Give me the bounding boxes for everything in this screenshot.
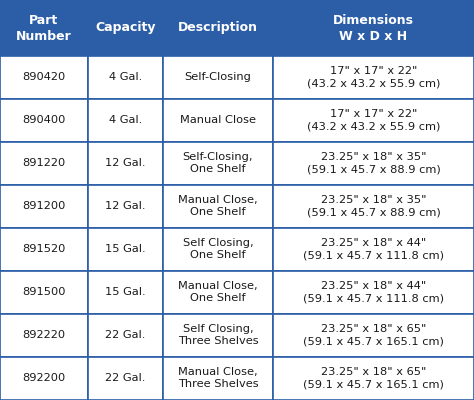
Text: 23.25" x 18" x 35"
(59.1 x 45.7 x 88.9 cm): 23.25" x 18" x 35" (59.1 x 45.7 x 88.9 c… [307, 195, 440, 217]
Bar [88, 228, 163, 270]
Text: Self Closing,
One Shelf: Self Closing, One Shelf [182, 238, 253, 260]
Bar [273, 228, 474, 270]
Text: Capacity: Capacity [95, 22, 156, 34]
Text: Description: Description [178, 22, 258, 34]
Text: 891200: 891200 [22, 201, 66, 211]
Bar [163, 0, 273, 56]
Bar [273, 0, 474, 56]
Text: 890420: 890420 [22, 72, 65, 82]
Text: 892200: 892200 [22, 373, 65, 383]
Bar [163, 314, 273, 356]
Text: 891520: 891520 [22, 244, 66, 254]
Text: Self Closing,
Three Shelves: Self Closing, Three Shelves [178, 324, 258, 346]
Bar [0, 184, 88, 228]
Text: 12 Gal.: 12 Gal. [105, 201, 146, 211]
Text: 12 Gal.: 12 Gal. [105, 158, 146, 168]
Text: 891500: 891500 [22, 287, 66, 297]
Text: 890400: 890400 [22, 115, 66, 125]
Bar [0, 228, 88, 270]
Bar [273, 270, 474, 314]
Bar [0, 314, 88, 356]
Text: 892220: 892220 [22, 330, 65, 340]
Bar [163, 56, 273, 98]
Bar [273, 98, 474, 142]
Text: 23.25" x 18" x 44"
(59.1 x 45.7 x 111.8 cm): 23.25" x 18" x 44" (59.1 x 45.7 x 111.8 … [303, 238, 444, 260]
Text: 22 Gal.: 22 Gal. [105, 330, 146, 340]
Text: 23.25" x 18" x 44"
(59.1 x 45.7 x 111.8 cm): 23.25" x 18" x 44" (59.1 x 45.7 x 111.8 … [303, 281, 444, 303]
Text: 15 Gal.: 15 Gal. [105, 244, 146, 254]
Text: Manual Close,
One Shelf: Manual Close, One Shelf [178, 195, 258, 217]
Bar [163, 228, 273, 270]
Text: Self-Closing,
One Shelf: Self-Closing, One Shelf [183, 152, 253, 174]
Bar [163, 270, 273, 314]
Bar [163, 184, 273, 228]
Text: Self-Closing: Self-Closing [184, 72, 251, 82]
Bar [88, 56, 163, 98]
Bar [88, 184, 163, 228]
Bar [0, 270, 88, 314]
Bar [0, 142, 88, 184]
Text: 15 Gal.: 15 Gal. [105, 287, 146, 297]
Text: 891220: 891220 [22, 158, 65, 168]
Bar [273, 142, 474, 184]
Bar [273, 184, 474, 228]
Bar [163, 98, 273, 142]
Bar [88, 98, 163, 142]
Bar [0, 0, 88, 56]
Text: Manual Close,
Three Shelves: Manual Close, Three Shelves [178, 367, 258, 389]
Text: 17" x 17" x 22"
(43.2 x 43.2 x 55.9 cm): 17" x 17" x 22" (43.2 x 43.2 x 55.9 cm) [307, 109, 440, 131]
Bar [273, 314, 474, 356]
Bar [0, 356, 88, 400]
Text: 22 Gal.: 22 Gal. [105, 373, 146, 383]
Bar [0, 56, 88, 98]
Text: 23.25" x 18" x 35"
(59.1 x 45.7 x 88.9 cm): 23.25" x 18" x 35" (59.1 x 45.7 x 88.9 c… [307, 152, 440, 174]
Text: Manual Close: Manual Close [180, 115, 256, 125]
Bar [88, 270, 163, 314]
Text: 23.25" x 18" x 65"
(59.1 x 45.7 x 165.1 cm): 23.25" x 18" x 65" (59.1 x 45.7 x 165.1 … [303, 324, 444, 346]
Text: 4 Gal.: 4 Gal. [109, 115, 142, 125]
Text: 17" x 17" x 22"
(43.2 x 43.2 x 55.9 cm): 17" x 17" x 22" (43.2 x 43.2 x 55.9 cm) [307, 66, 440, 88]
Text: 4 Gal.: 4 Gal. [109, 72, 142, 82]
Bar [163, 142, 273, 184]
Bar [88, 356, 163, 400]
Bar [163, 356, 273, 400]
Bar [88, 0, 163, 56]
Bar [88, 142, 163, 184]
Bar [273, 56, 474, 98]
Text: 23.25" x 18" x 65"
(59.1 x 45.7 x 165.1 cm): 23.25" x 18" x 65" (59.1 x 45.7 x 165.1 … [303, 367, 444, 389]
Text: Manual Close,
One Shelf: Manual Close, One Shelf [178, 281, 258, 303]
Bar [88, 314, 163, 356]
Bar [0, 98, 88, 142]
Bar [273, 356, 474, 400]
Text: Part
Number: Part Number [16, 14, 72, 42]
Text: Dimensions
W x D x H: Dimensions W x D x H [333, 14, 414, 42]
